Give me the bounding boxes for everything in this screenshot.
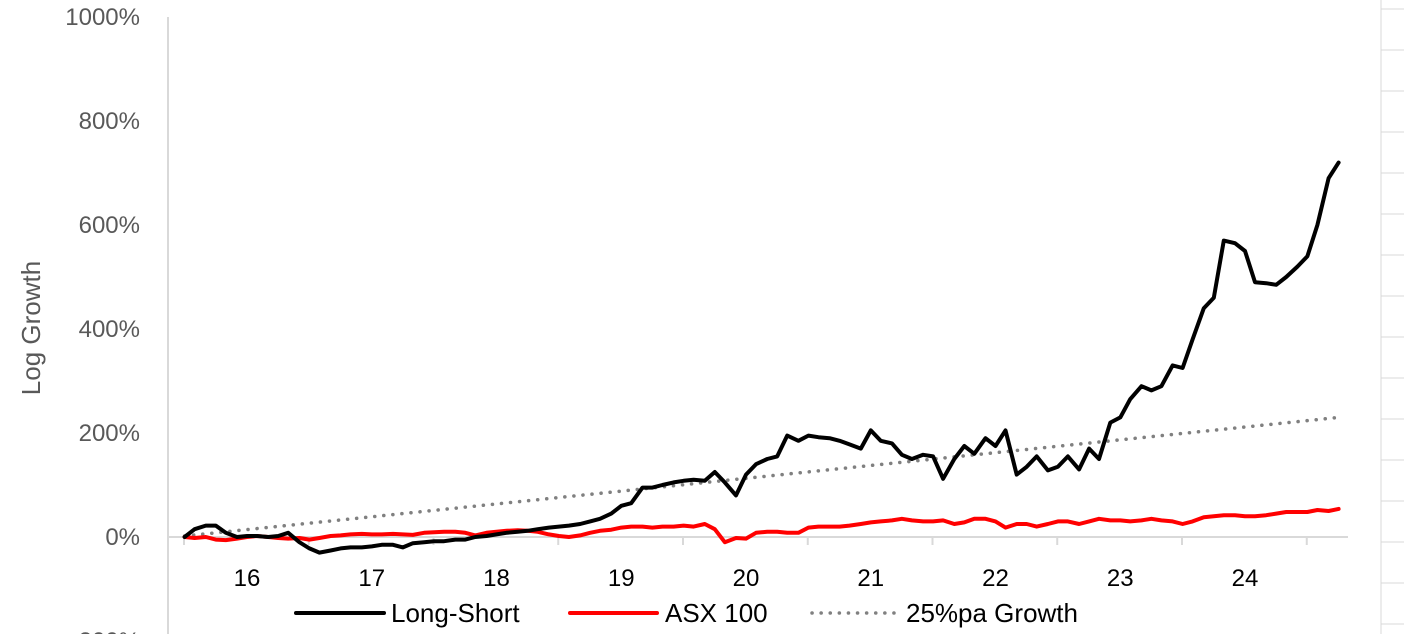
- series-line-25-pa-growth: [182, 415, 1341, 538]
- series-lines: [182, 160, 1341, 555]
- y-tick-label: -200%: [71, 628, 140, 634]
- y-tick-label: 600%: [79, 212, 140, 239]
- series-line-asx-100: [182, 506, 1341, 545]
- legend: Long-Short ASX 100 25%pa Growth: [294, 598, 1078, 628]
- x-tick-label: 19: [608, 565, 635, 592]
- series-line-long-short: [182, 160, 1341, 555]
- y-axis-title: Log Growth: [16, 261, 46, 395]
- x-tick-label: 21: [857, 565, 884, 592]
- x-tick-label: 20: [733, 565, 760, 592]
- legend-label: ASX 100: [665, 598, 768, 628]
- y-tick-label: 800%: [79, 108, 140, 135]
- chart-frame: [1380, 0, 1404, 634]
- x-tick-label: 23: [1107, 565, 1134, 592]
- x-tick-label: 17: [358, 565, 385, 592]
- legend-label: 25%pa Growth: [906, 598, 1078, 628]
- y-tick-label: 200%: [79, 420, 140, 447]
- y-tick-label: 0%: [105, 524, 140, 551]
- x-tick-label: 24: [1232, 565, 1259, 592]
- axes: -200% 0% 200% 400% 600% 800% 1000% 16 17 18 19 20 21…: [65, 4, 1348, 639]
- x-tick-label: 18: [483, 565, 510, 592]
- x-tick-label: 16: [234, 565, 261, 592]
- legend-label: Long-Short: [391, 598, 520, 628]
- x-tick-label: 22: [982, 565, 1009, 592]
- y-tick-label: 1000%: [65, 4, 140, 31]
- y-tick-label: 400%: [79, 316, 140, 343]
